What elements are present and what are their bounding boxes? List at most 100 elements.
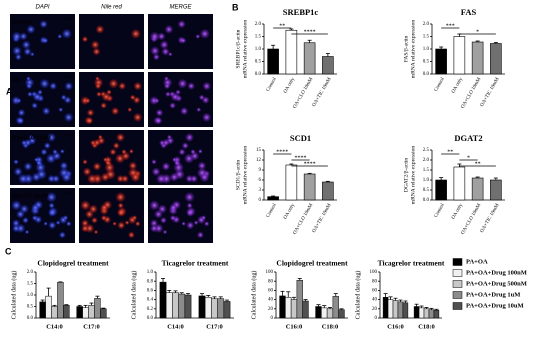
cell: [154, 210, 163, 219]
cell: [131, 29, 141, 39]
cell: [59, 231, 66, 239]
y-tick-label: 20: [268, 307, 274, 312]
cell: [196, 107, 201, 112]
y-tick-label: 60: [372, 289, 378, 294]
cell: [108, 79, 119, 89]
legend-label: PA+OA: [466, 258, 488, 265]
cell: [103, 157, 108, 162]
x-tick-label: OA+TIC 10mM: [312, 77, 333, 108]
cell: [93, 229, 99, 235]
magnification: 400×: [65, 191, 73, 195]
y-tick-label: 9: [259, 168, 262, 173]
cell: [46, 192, 57, 203]
x-tick-label: OA only: [283, 203, 296, 221]
cell: [161, 47, 170, 56]
cell: [96, 91, 102, 97]
cell: [165, 91, 171, 97]
cell: [133, 82, 142, 91]
cell: [111, 107, 120, 115]
cell: [52, 149, 58, 155]
bar: [413, 306, 420, 319]
legend-label: PA+OA+Drug 100nM: [466, 269, 527, 276]
cell: [31, 102, 38, 109]
cell: [26, 25, 36, 34]
bar: [285, 29, 298, 75]
bar: [290, 299, 298, 319]
y-tick-label: 0.5: [423, 188, 430, 193]
y-tick-label: 1.5: [255, 35, 262, 40]
y-tick-label: 1.5: [423, 168, 430, 173]
y-tick-label: 2.5: [423, 148, 430, 153]
column-header: Nile red: [101, 5, 122, 11]
cell: [44, 142, 51, 149]
legend-swatch: [452, 280, 463, 288]
cell: [124, 220, 130, 225]
y-tick-label: 40: [268, 298, 274, 303]
bar: [63, 305, 70, 319]
x-tick-label: OA only: [451, 77, 464, 95]
bar: [322, 181, 334, 201]
chart-title: Ticagrelor treatment: [162, 259, 229, 268]
cell: [100, 102, 107, 109]
column-header: MERGE: [169, 5, 192, 11]
bar: [326, 308, 334, 319]
legend-label: PA+OA+Drug 10uM: [466, 302, 524, 309]
bar: [387, 299, 394, 319]
cell: [156, 174, 166, 184]
cell: [66, 221, 72, 227]
bar: [211, 298, 218, 319]
cell: [164, 83, 171, 90]
bar: [198, 295, 206, 319]
row-label: OA: [12, 77, 20, 83]
cell: [160, 40, 169, 49]
cell: [186, 209, 194, 217]
bar: [471, 41, 484, 75]
y-tick-label: 0.0: [255, 72, 262, 77]
bar: [172, 292, 179, 319]
significance-label: ****: [304, 29, 316, 35]
bar: [223, 301, 231, 319]
bar: [392, 300, 399, 319]
y-tick-label: 100: [266, 270, 274, 275]
y-tick-label: 1.0: [423, 178, 430, 183]
x-tick-label: C16:0: [387, 323, 404, 330]
y-tick-label: 0.0: [27, 316, 34, 321]
bar: [51, 306, 58, 319]
cell: [169, 102, 176, 109]
cell: [101, 172, 110, 182]
cell: [197, 231, 204, 239]
bar: [428, 309, 435, 319]
cell: [92, 47, 101, 56]
cell: [95, 25, 105, 34]
y-tick-label: 0.5: [255, 60, 262, 65]
cell: [85, 98, 91, 104]
bar: [423, 308, 430, 319]
y-tick-label: 40: [372, 298, 378, 303]
cell: [24, 162, 33, 171]
cell: [185, 133, 194, 142]
bar: [267, 196, 279, 201]
bar: [402, 302, 409, 319]
cell: [60, 149, 65, 154]
bar: [303, 42, 316, 75]
cell: [32, 172, 41, 182]
cell: [168, 52, 173, 57]
cell: [98, 134, 103, 140]
cell: [201, 215, 207, 221]
cell: [55, 220, 61, 225]
cell: [204, 221, 210, 227]
cell: [164, 76, 169, 81]
cell: [127, 107, 132, 112]
cell: [193, 220, 199, 225]
significance-label: ****: [295, 155, 307, 161]
cell: [11, 200, 22, 211]
legend-swatch: [452, 269, 463, 277]
cell: [181, 221, 186, 226]
cell: [58, 107, 63, 112]
cell: [177, 20, 186, 28]
legend-label: PA+OA+Drug 500nM: [466, 280, 527, 287]
cell: [82, 36, 88, 43]
x-tick-label: OA+TIC 10mM: [480, 77, 501, 108]
x-tick-label: Control: [434, 77, 446, 93]
chart-title: Ticagrelor treatment: [378, 259, 445, 268]
